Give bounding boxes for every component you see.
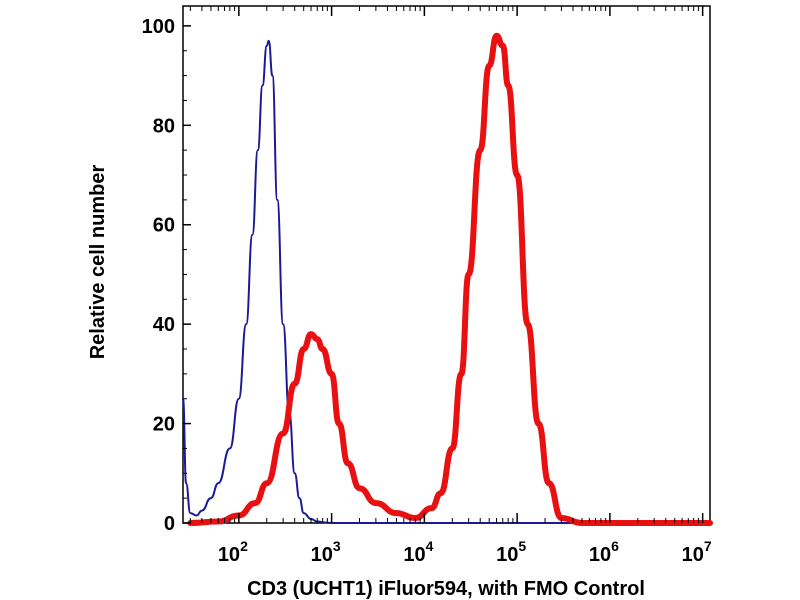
y-tick-label: 20: [153, 414, 175, 436]
plot-area: [182, 5, 711, 524]
x-tick-label: 107: [682, 538, 712, 566]
plot-border: [182, 5, 711, 524]
y-axis-label: Relative cell number: [87, 165, 109, 360]
y-axis: 0 20 40 60 80 100: [142, 16, 191, 535]
x-tick-label: 104: [403, 538, 433, 566]
y-tick-label: 40: [153, 314, 175, 336]
y-tick-label: 80: [153, 115, 175, 137]
y-tick-label: 0: [164, 513, 175, 535]
y-tick-label: 100: [142, 16, 175, 38]
series-layer: [182, 32, 713, 527]
series-line-1: [182, 39, 711, 525]
x-tick-label: 103: [311, 538, 341, 566]
series-line-2: [187, 32, 713, 527]
x-tick-label: 105: [496, 538, 526, 566]
x-axis-label: CD3 (UCHT1) iFluor594, with FMO Control: [247, 578, 645, 600]
y-tick-label: 60: [153, 215, 175, 237]
x-tick-label: 106: [589, 538, 619, 566]
x-tick-label: 102: [218, 538, 248, 566]
